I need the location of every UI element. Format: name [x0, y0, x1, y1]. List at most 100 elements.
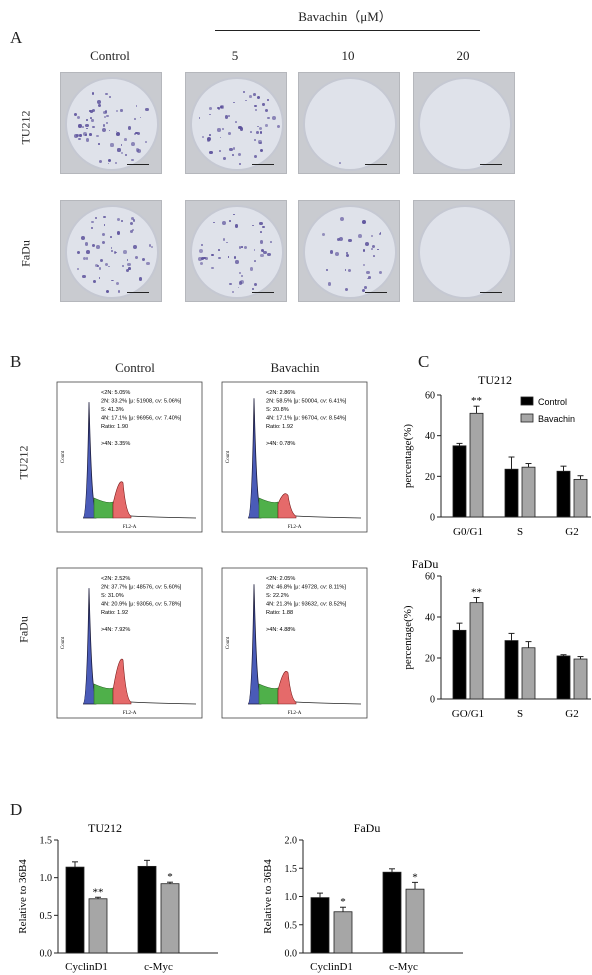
colony [116, 132, 120, 136]
colony [91, 108, 96, 113]
colony [344, 269, 347, 271]
colony [131, 158, 134, 162]
s-phase-area [93, 683, 114, 705]
g2-peak [277, 493, 297, 519]
colony [101, 240, 106, 245]
colony [86, 250, 90, 254]
y-tick-label: 1.0 [40, 873, 53, 884]
colony [107, 162, 110, 165]
colony [347, 268, 352, 273]
colony [346, 252, 349, 255]
bar-control-g2 [556, 470, 571, 518]
colony [131, 142, 136, 147]
x-axis-label: FL2-A [123, 525, 137, 530]
colony [128, 267, 131, 270]
y-tick-label: 60 [425, 391, 435, 402]
colony [270, 241, 272, 244]
colony [105, 114, 109, 118]
col-header-20: 20 [456, 48, 470, 63]
bar-bavachin-go/g1 [469, 602, 484, 700]
colony [129, 229, 134, 234]
bar-bavachin-s [521, 647, 536, 700]
colony [108, 96, 111, 99]
colony [116, 231, 120, 235]
colony [229, 147, 233, 152]
colony [338, 162, 341, 164]
colony-plate-fadu-0 [60, 200, 162, 302]
colony [204, 256, 208, 260]
colony [209, 150, 213, 155]
colony [254, 104, 257, 108]
histogram-frame [221, 567, 368, 719]
colony [132, 245, 137, 249]
colony [135, 255, 139, 259]
colony [218, 249, 220, 252]
tail-curve [295, 701, 362, 705]
culture-dish [190, 205, 284, 299]
colony [107, 158, 112, 163]
colony [199, 248, 203, 253]
scale-bar [480, 163, 502, 165]
stats-line: Ratio: 1.92 [101, 610, 128, 616]
colony [103, 110, 107, 114]
row-label-tu212: TU212 [18, 110, 33, 145]
significance-marker: * [167, 871, 173, 883]
colony [97, 142, 100, 145]
colony [83, 257, 87, 261]
cell-cycle-histograms: FL2-A Count <2N: 5.05% 2N: 33.2% [μ: 51908,… [56, 381, 368, 719]
stats-line: Ratio: 1.92 [266, 424, 293, 430]
significance-marker: * [340, 896, 346, 908]
colony [136, 131, 140, 135]
colony [254, 155, 258, 159]
scale-bar [127, 291, 149, 293]
stats-line: >4N: 0.78% [266, 441, 295, 447]
colony [229, 282, 233, 286]
colony [344, 287, 349, 292]
bar-bavachin-g0/g1 [469, 412, 484, 518]
colony [77, 250, 81, 254]
colony [111, 279, 114, 282]
colony [92, 125, 95, 129]
colony [201, 257, 205, 260]
colony [240, 280, 245, 285]
stats-line: >4N: 7.92% [101, 627, 130, 633]
colony [329, 250, 334, 255]
colony [85, 123, 90, 128]
colony [222, 237, 226, 241]
colony [364, 286, 368, 289]
colony [149, 244, 152, 247]
col-header-5: 5 [231, 48, 239, 63]
colony [73, 134, 78, 138]
colony [132, 219, 136, 222]
category-label: CyclinD1 [310, 961, 353, 973]
colony [379, 233, 382, 236]
colony [240, 275, 243, 278]
colony [114, 161, 118, 165]
colony [145, 107, 149, 111]
colony [264, 108, 269, 113]
colony [116, 218, 120, 222]
bavachin-header: Bavachin（μM） [298, 9, 392, 24]
category-label: CyclinD1 [65, 961, 108, 973]
colony [110, 143, 114, 147]
scale-bar [365, 291, 387, 293]
colony [92, 92, 95, 95]
scale-bar [127, 163, 149, 165]
colony [145, 141, 147, 144]
histogram-frame [56, 567, 203, 719]
colony [336, 237, 341, 242]
bar-bavachin-c-myc [405, 888, 425, 954]
category-label: c-Myc [144, 961, 173, 973]
colony [93, 279, 96, 283]
y-axis-label: Count [226, 450, 231, 463]
colony [250, 267, 254, 271]
colony [115, 130, 118, 133]
stats-line: 2N: 46.8% [μ: 49728, cv: 8.11%] [266, 585, 346, 591]
y-tick-label: 0.5 [40, 911, 53, 922]
significance-marker: ** [471, 587, 482, 599]
colony [217, 128, 221, 132]
colony [346, 254, 350, 258]
stats-line: Ratio: 1.90 [101, 424, 128, 430]
colony [85, 257, 89, 260]
colony [86, 138, 90, 142]
